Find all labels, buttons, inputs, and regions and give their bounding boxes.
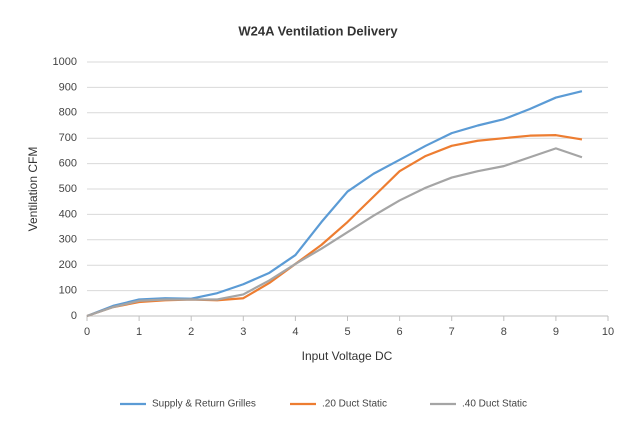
- y-axis-title: Ventilation CFM: [26, 147, 40, 232]
- y-tick-label: 0: [71, 310, 77, 322]
- legend-label: .40 Duct Static: [462, 399, 527, 410]
- series-line: [86, 147, 583, 318]
- y-tick-label: 700: [59, 132, 77, 144]
- series-line: [86, 90, 583, 318]
- y-tick-label: 200: [59, 259, 77, 271]
- x-tick-label: 2: [188, 326, 194, 338]
- legend-label: Supply & Return Grilles: [152, 399, 256, 410]
- x-tick-label: 4: [292, 326, 298, 338]
- x-tick-label: 9: [553, 326, 559, 338]
- chart-title: W24A Ventilation Delivery: [238, 23, 398, 38]
- x-tick-label: 10: [602, 326, 614, 338]
- x-axis-title: Input Voltage DC: [302, 349, 393, 363]
- y-tick-label: 500: [59, 183, 77, 195]
- y-tick-label: 100: [59, 285, 77, 297]
- x-tick-label: 6: [397, 326, 403, 338]
- legend-label: .20 Duct Static: [322, 399, 387, 410]
- x-tick-label: 0: [84, 326, 90, 338]
- x-tick-label: 3: [240, 326, 246, 338]
- y-tick-label: 400: [59, 208, 77, 220]
- y-tick-label: 600: [59, 158, 77, 170]
- x-tick-label: 8: [501, 326, 507, 338]
- x-tick-label: 1: [136, 326, 142, 338]
- y-tick-label: 300: [59, 234, 77, 246]
- x-tick-label: 7: [449, 326, 455, 338]
- x-tick-label: 5: [344, 326, 350, 338]
- y-tick-label: 800: [59, 107, 77, 119]
- y-tick-label: 1000: [53, 56, 77, 68]
- y-tick-label: 900: [59, 81, 77, 93]
